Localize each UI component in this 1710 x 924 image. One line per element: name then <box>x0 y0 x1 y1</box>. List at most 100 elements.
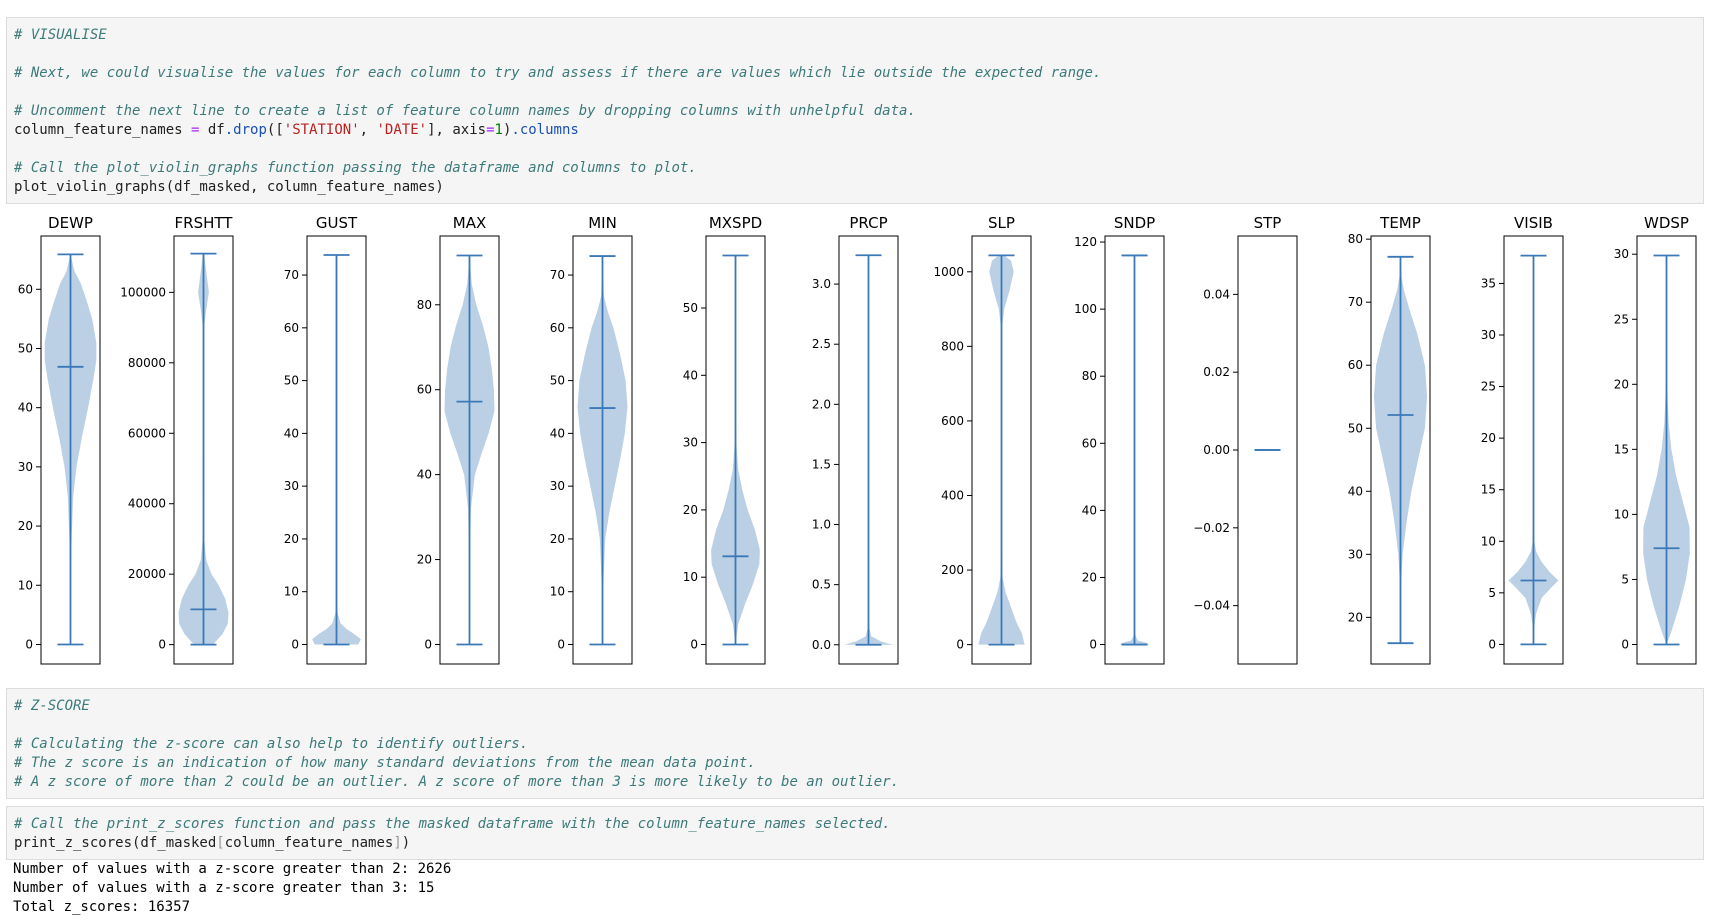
output-line: Total z_scores: 16357 <box>13 899 191 915</box>
y-tick-label: 600 <box>941 414 964 428</box>
violin-panel-frshtt: FRSHTT 0 20000 40000 60000 80000 100000 <box>120 214 234 665</box>
comment-line: # A z score of more than 2 could be an o… <box>14 774 900 790</box>
y-tick-label: 60 <box>18 282 33 296</box>
y-tick-label: 10 <box>683 570 698 584</box>
code-token: = <box>486 122 495 138</box>
code-token: 'DATE' <box>376 122 428 138</box>
y-tick-label: 0 <box>690 637 698 651</box>
panel-title: MXSPD <box>709 214 762 232</box>
violin-panel-mxspd: MXSPD 0 10 20 30 40 50 <box>683 214 766 665</box>
y-tick-label: 1.5 <box>812 457 831 471</box>
y-tick-label: 70 <box>550 268 565 282</box>
code-token: ] <box>393 835 402 851</box>
code-token: ) <box>502 122 512 138</box>
code-token: 1 <box>494 122 503 138</box>
y-tick-label: 200 <box>941 563 964 577</box>
code-token: column_feature_names <box>14 122 192 138</box>
y-tick-label: 40 <box>284 426 299 440</box>
comment-line: # Call the print_z_scores function and p… <box>14 816 891 832</box>
y-tick-label: 0.02 <box>1203 365 1230 379</box>
y-tick-label: 0 <box>25 637 33 651</box>
y-tick-label: 0.00 <box>1203 443 1230 457</box>
code-cell-visualise[interactable]: # VISUALISE # Next, we could visualise t… <box>6 17 1704 204</box>
y-tick-label: 20 <box>1614 377 1629 391</box>
y-tick-label: 60 <box>550 321 565 335</box>
comment-line: # Uncomment the next line to create a li… <box>14 103 916 119</box>
y-tick-label: 30 <box>1481 328 1496 342</box>
y-tick-label: 0 <box>557 637 565 651</box>
y-tick-label: 70 <box>284 268 299 282</box>
y-tick-label: 0 <box>1621 637 1629 651</box>
output-line: Number of values with a z-score greater … <box>13 861 452 877</box>
y-tick-label: 20 <box>683 503 698 517</box>
y-tick-label: 100000 <box>120 285 166 299</box>
panel-frame <box>838 235 899 665</box>
y-tick-label: 50 <box>550 374 565 388</box>
violin-panel-slp: SLP 0 200 400 600 800 1000 <box>933 214 1032 665</box>
y-tick-label: 20 <box>18 519 33 533</box>
panel-title: SNDP <box>1114 214 1155 232</box>
panel-frame <box>1370 235 1431 665</box>
comment-line: # VISUALISE <box>14 27 107 43</box>
y-tick-label: 10 <box>284 585 299 599</box>
y-tick-label: 20 <box>417 553 432 567</box>
violin-panel-temp: TEMP 20 30 40 50 60 70 80 <box>1348 214 1431 665</box>
code-token: = <box>191 122 200 138</box>
y-tick-label: 10 <box>550 585 565 599</box>
code-token: , <box>359 122 377 138</box>
y-tick-label: 0.5 <box>812 578 831 592</box>
y-tick-label: 25 <box>1614 312 1629 326</box>
y-tick-label: −0.02 <box>1193 521 1230 535</box>
y-tick-label: 40 <box>683 368 698 382</box>
y-tick-label: 20 <box>1481 431 1496 445</box>
y-tick-label: 800 <box>941 339 964 353</box>
y-tick-label: 0.04 <box>1203 287 1230 301</box>
code-token: print_z_scores(df_masked <box>14 835 217 851</box>
panel-frame <box>1104 235 1165 665</box>
y-tick-label: 15 <box>1481 483 1496 497</box>
y-tick-label: 5 <box>1621 572 1629 586</box>
y-tick-label: 0 <box>424 637 432 651</box>
y-tick-label: 10 <box>1614 507 1629 521</box>
y-tick-label: 20 <box>1348 610 1363 624</box>
y-tick-label: 60 <box>1082 436 1097 450</box>
y-tick-label: 10 <box>18 578 33 592</box>
panel-title: FRSHTT <box>175 214 234 232</box>
y-tick-label: 0.0 <box>812 638 831 652</box>
y-tick-label: 70 <box>1348 295 1363 309</box>
violin-panel-wdsp: WDSP 0 5 10 15 20 25 30 <box>1614 214 1697 665</box>
y-tick-label: 5 <box>1488 586 1496 600</box>
violin-panel-min: MIN 0 10 20 30 40 50 60 70 <box>550 214 633 665</box>
y-tick-label: 120 <box>1074 235 1097 249</box>
y-tick-label: 0 <box>158 638 166 652</box>
y-tick-label: −0.04 <box>1193 599 1230 613</box>
y-tick-label: 20 <box>550 532 565 546</box>
y-tick-label: 40 <box>1348 484 1363 498</box>
panel-title: MAX <box>453 214 486 232</box>
cell-output: Number of values with a z-score greater … <box>13 860 451 917</box>
y-tick-label: 40000 <box>128 497 166 511</box>
y-tick-label: 2.0 <box>812 397 831 411</box>
y-tick-label: 30 <box>284 479 299 493</box>
panel-title: SLP <box>988 214 1015 232</box>
y-tick-label: 30 <box>18 460 33 474</box>
panel-title: GUST <box>316 214 358 232</box>
code-token: 'STATION' <box>283 122 360 138</box>
code-token: [ <box>216 835 225 851</box>
panel-frame <box>705 235 766 665</box>
code-token: df <box>199 122 225 138</box>
code-token: column_feature_names <box>224 835 394 851</box>
y-tick-label: 60 <box>1348 358 1363 372</box>
comment-line: # The z score is an indication of how ma… <box>14 755 756 771</box>
comment-line: # Next, we could visualise the values fo… <box>14 65 1102 81</box>
code-token: ([ <box>266 122 284 138</box>
code-cell-zscore-notes[interactable]: # Z-SCORE # Calculating the z-score can … <box>6 688 1704 799</box>
code-cell-print-z-scores[interactable]: # Call the print_z_scores function and p… <box>6 806 1704 860</box>
y-tick-label: 30 <box>1614 247 1629 261</box>
output-line: Number of values with a z-score greater … <box>13 880 435 896</box>
y-tick-label: 0 <box>1089 638 1097 652</box>
y-tick-label: 0 <box>291 637 299 651</box>
panel-frame <box>306 235 367 665</box>
y-tick-label: 60000 <box>128 426 166 440</box>
violin-panel-stp: STP −0.04 −0.02 0.00 0.02 0.04 <box>1193 214 1298 665</box>
